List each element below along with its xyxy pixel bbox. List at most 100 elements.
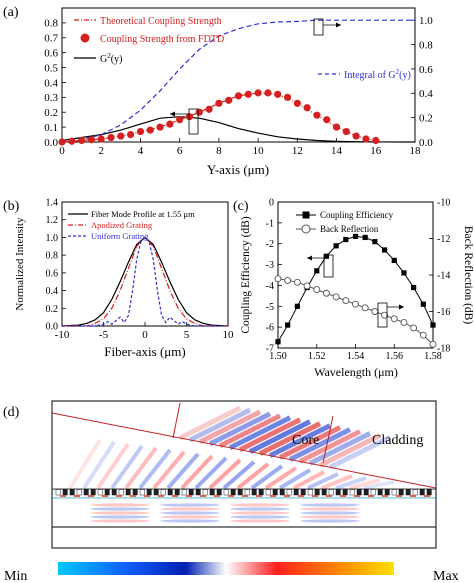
grating-field-spot	[396, 495, 402, 497]
grating-field-spot	[410, 495, 416, 497]
panel-c-left-tick-label: 0	[269, 198, 274, 209]
grating-tooth	[223, 489, 229, 496]
fdtd-point	[332, 123, 341, 131]
beam-fringe	[318, 433, 382, 468]
substrate-fringe	[90, 507, 150, 511]
ce-point	[323, 253, 330, 259]
waveguide-band	[52, 489, 436, 498]
grating-tooth	[216, 489, 222, 496]
br-point	[381, 311, 389, 319]
br-point	[303, 282, 311, 290]
grating-tooth	[412, 489, 418, 496]
panel-c-ylabel-right: Back Reflection (dB)	[462, 226, 474, 325]
fdtd-point	[176, 116, 184, 124]
panel-c-left-tick-label: -3	[266, 260, 274, 271]
legend-ce-label: Coupling Efficiency	[320, 210, 394, 220]
ce-point	[430, 322, 436, 328]
grating-tooth	[125, 489, 131, 496]
panel-a-series	[58, 19, 416, 146]
fdtd-point	[136, 127, 145, 136]
panel-c-left-tick-label: -4	[266, 281, 274, 292]
panel-a-frame	[61, 7, 416, 143]
panel-a-left-tick-label: 0.3	[44, 92, 58, 104]
grating-field-spot	[186, 495, 192, 497]
grating-tooth	[237, 489, 243, 496]
panel-a-x-tick-label: 4	[138, 145, 144, 157]
legend-fiber-label: Fiber Mode Profile at 1.55 μm	[91, 209, 195, 219]
grating-tooth	[279, 489, 285, 496]
beam-fringe	[198, 409, 262, 445]
grating-tooth	[62, 489, 68, 496]
legend-fdtd-label: Coupling Strength from FDTD	[100, 34, 224, 45]
grating-field-spot	[88, 495, 94, 497]
panel-a-x-tick-label: 12	[292, 145, 303, 157]
diffracted-fringe	[152, 450, 186, 490]
fdtd-point	[225, 96, 233, 104]
grating-tooth	[300, 489, 306, 496]
fdtd-point	[234, 92, 243, 100]
substrate-fringe	[230, 515, 290, 519]
diffracted-fringe	[180, 454, 214, 490]
grating-teeth	[55, 489, 432, 497]
grating-field-spot	[74, 495, 80, 497]
panel-a-left-tick-label: 0.0	[44, 137, 58, 149]
panel-a-x-tick-label: 0	[59, 145, 65, 157]
colorbar-min-label: Min	[4, 569, 27, 583]
ce-point	[401, 270, 407, 276]
grating-tooth	[258, 489, 264, 496]
panel-c-arrowhead-right	[399, 304, 404, 310]
panel-b-y-tick-label: 1.2	[46, 215, 59, 226]
panel-c-x-tick-label: 1.58	[424, 351, 442, 362]
grating-field-spot	[60, 495, 66, 497]
beam-fringe	[258, 421, 322, 456]
grating-tooth	[426, 489, 432, 496]
grating-tooth	[118, 489, 124, 496]
panel-a-x-tick-label: 14	[331, 145, 343, 157]
grating-tooth	[181, 489, 187, 496]
panel-a-legend: Theoretical Coupling Strength Coupling S…	[74, 16, 411, 81]
ce-point	[294, 303, 300, 309]
legend-g2-label: G2(y)	[100, 52, 122, 65]
grating-field-spot	[200, 495, 206, 497]
grating-field-spot	[312, 495, 318, 497]
substrate-fringe	[300, 507, 360, 511]
br-point	[274, 275, 282, 283]
substrate-fringe	[230, 503, 290, 507]
beam-fringe	[218, 413, 282, 449]
panel-a-label: (a)	[3, 5, 19, 20]
panel-a-left-tick-label: 0.2	[44, 107, 58, 119]
grating-tooth	[244, 489, 250, 496]
grating-tooth	[286, 489, 292, 496]
diffracted-fringe	[68, 438, 102, 490]
grating-tooth	[209, 489, 215, 496]
grating-field-spot	[256, 495, 262, 497]
panel-d-frame	[51, 400, 437, 549]
diffracted-fringe	[335, 476, 367, 490]
br-point	[390, 315, 398, 323]
substrate-fringe	[300, 515, 360, 519]
ce-point	[333, 243, 339, 249]
fdtd-point	[166, 120, 174, 128]
panel-a: (a) 0 2 4 6 8 10 12 14 16 18 0.00.10.20.30.40.50.…	[3, 5, 433, 177]
panel-c-ylabel-left: Coupling Efficiency (dB)	[240, 216, 252, 333]
grating-field-spot	[214, 495, 220, 497]
fdtd-point	[264, 89, 272, 97]
beam-fringe	[328, 435, 392, 470]
grating-tooth	[146, 489, 152, 496]
grating-tooth	[405, 489, 411, 496]
panel-b: (b) -10 -5 0 5 10 0.0 0.2 0.4 0.6 0.8 1.0 1.2 1.4 N…	[3, 198, 234, 360]
substrate-fringe	[90, 511, 150, 515]
grating-tooth	[363, 489, 369, 496]
substrate-fringe	[230, 511, 290, 515]
legend-integral-label: Integral of G2(y)	[344, 68, 411, 81]
grating-tooth	[307, 489, 313, 496]
legend-uniform-label: Uniform Grating	[91, 231, 149, 241]
legend-theory-label: Theoretical Coupling Strength	[100, 16, 222, 27]
grating-tooth	[97, 489, 103, 496]
beam-fringe	[208, 411, 272, 447]
panel-c-right-tick-label: -12	[437, 234, 450, 245]
panel-c-label: (c)	[233, 199, 249, 214]
legend-br-swatch	[301, 224, 311, 234]
panel-a-xlabel: Y-axis (μm)	[207, 162, 269, 177]
